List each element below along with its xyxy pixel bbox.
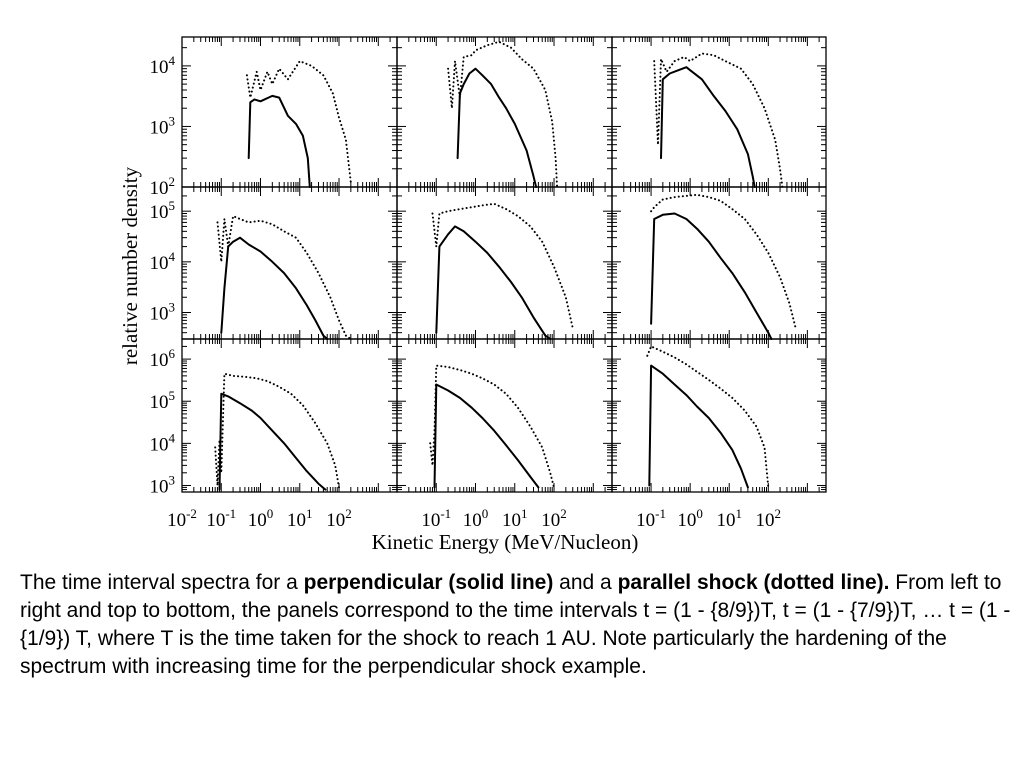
panel-frame-r0-c0 bbox=[181, 36, 398, 188]
y-tick-label: 104 bbox=[150, 249, 176, 274]
panel-frame-r0-c2 bbox=[611, 36, 827, 188]
panel-frame-r2-c0 bbox=[181, 338, 398, 493]
caption-bold-parallel: parallel shock (dotted line). bbox=[617, 571, 890, 594]
y-tick-label: 103 bbox=[150, 300, 176, 325]
dotted-series-r0-c0 bbox=[245, 60, 352, 184]
axis-ticks bbox=[181, 36, 827, 493]
y-tick-label: 104 bbox=[150, 430, 176, 455]
dotted-series-r0-c2 bbox=[653, 52, 784, 188]
dotted-series-r0-c1 bbox=[447, 40, 559, 188]
panel-frame-r1-c0 bbox=[181, 186, 398, 340]
solid-series-r0-c2 bbox=[660, 66, 756, 188]
spectra-chart: 10-2 10-1 100 101 102 10-1 100 101 102 10-1 100 101… bbox=[118, 36, 827, 554]
y-tick-label: 102 bbox=[150, 174, 176, 199]
x-tick-label: 102 bbox=[326, 506, 352, 531]
y-tick-label: 105 bbox=[150, 198, 176, 223]
x-tick-label: 101 bbox=[502, 506, 528, 531]
x-tick-label: 10-1 bbox=[636, 506, 666, 531]
solid-series-r2-c1 bbox=[433, 383, 540, 489]
panel-frames bbox=[181, 36, 827, 493]
y-tick-label: 104 bbox=[150, 53, 176, 78]
y-tick-label: 105 bbox=[150, 388, 176, 413]
y-tick-label: 103 bbox=[150, 113, 176, 138]
x-tick-label: 100 bbox=[677, 506, 703, 531]
x-tick-label: 102 bbox=[756, 506, 782, 531]
panel-frame-r1-c2 bbox=[611, 186, 827, 340]
y-tick-label: 106 bbox=[150, 346, 176, 371]
x-tick-label: 102 bbox=[541, 506, 567, 531]
tick-labels: 10-2 10-1 100 101 102 10-1 100 101 102 10-1 100 101… bbox=[150, 53, 782, 531]
x-tick-label: 100 bbox=[248, 506, 274, 531]
figure-panel-grid: 10-2 10-1 100 101 102 10-1 100 101 102 10-1 100 101… bbox=[118, 36, 827, 554]
data-series bbox=[214, 40, 797, 491]
x-tick-label: 100 bbox=[463, 506, 489, 531]
x-tick-label: 101 bbox=[716, 506, 742, 531]
x-tick-label: 10-2 bbox=[167, 506, 197, 531]
solid-series-r2-c2 bbox=[648, 364, 749, 489]
solid-series-r1-c0 bbox=[220, 236, 329, 340]
panel-frame-r2-c2 bbox=[611, 338, 827, 493]
dotted-series-r2-c1 bbox=[429, 364, 555, 489]
dotted-series-r1-c0 bbox=[216, 215, 352, 340]
caption-text-3: From left to right and top to bottom, th… bbox=[20, 571, 1011, 678]
figure-caption: The time interval spectra for a perpendi… bbox=[20, 569, 1020, 681]
panel-frame-r0-c1 bbox=[396, 36, 613, 188]
caption-bold-perpendicular: perpendicular (solid line) bbox=[303, 571, 554, 594]
dotted-series-r1-c1 bbox=[431, 202, 574, 329]
solid-series-r2-c0 bbox=[218, 392, 327, 491]
y-axis-label: relative number density bbox=[118, 166, 142, 365]
x-tick-label: 10-1 bbox=[206, 506, 236, 531]
dotted-series-r2-c0 bbox=[214, 372, 340, 489]
panel-frame-r2-c1 bbox=[396, 338, 613, 493]
solid-series-r1-c2 bbox=[650, 212, 773, 340]
dotted-series-r2-c2 bbox=[646, 345, 770, 489]
dotted-series-r1-c2 bbox=[650, 193, 797, 329]
solid-series-r1-c1 bbox=[435, 225, 552, 340]
x-tick-label: 101 bbox=[287, 506, 313, 531]
caption-text-2: and a bbox=[553, 571, 618, 594]
x-tick-label: 10-1 bbox=[421, 506, 451, 531]
solid-series-r0-c0 bbox=[247, 94, 311, 188]
caption-text-1: The time interval spectra for a bbox=[20, 571, 304, 594]
panel-frame-r1-c1 bbox=[396, 186, 613, 340]
y-tick-label: 103 bbox=[150, 472, 176, 497]
solid-series-r0-c1 bbox=[456, 67, 538, 188]
x-axis-label: Kinetic Energy (MeV/Nucleon) bbox=[372, 530, 639, 554]
